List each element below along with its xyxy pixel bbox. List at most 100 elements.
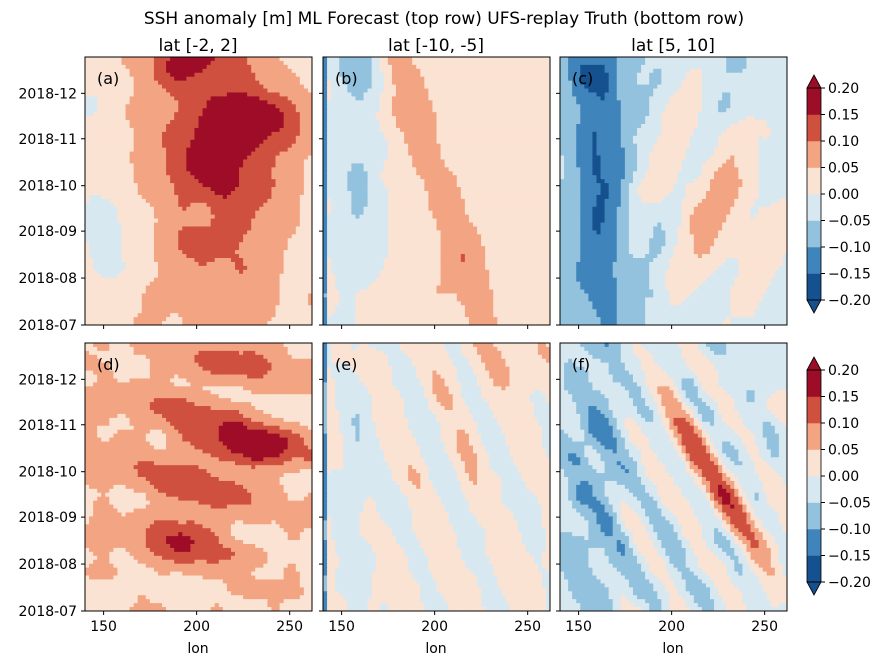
heatmap-cell [222,96,228,101]
heatmap-cell [162,80,167,86]
heatmap-cell [162,187,167,192]
heatmap-cell [186,159,191,165]
heatmap-cell [85,104,90,109]
heatmap-cell [444,104,450,109]
heatmap-cell [125,135,131,141]
heatmap-cell [157,127,163,133]
heatmap-cell [174,202,179,208]
heatmap-cell [271,194,277,200]
heatmap-cell [287,159,293,165]
heatmap-cell [117,100,123,105]
heatmap-cell [145,265,151,271]
heatmap-cell [162,281,167,287]
heatmap-cell [194,250,200,255]
heatmap-cell [162,124,167,129]
heatmap-cell [113,143,119,149]
heatmap-cell [263,120,269,125]
heatmap-cell [157,183,163,188]
heatmap-cell [343,120,348,125]
heatmap-cell [239,289,244,295]
heatmap-cell [222,297,228,302]
heatmap-cell [145,72,151,78]
heatmap-cell [271,238,277,243]
heatmap-cell [113,183,119,188]
heatmap-cell [239,76,244,82]
heatmap-cell [307,254,312,259]
heatmap-cell [210,238,216,243]
heatmap-cell [85,187,90,192]
heatmap-cell [113,297,119,302]
heatmap-cell [157,261,163,267]
heatmap-cell [279,265,285,271]
heatmap-cell [210,234,216,239]
heatmap-cell [105,76,110,82]
heatmap-cell [541,72,547,78]
heatmap-cell [481,104,486,109]
heatmap-cell [170,297,175,302]
heatmap-cell [117,57,123,62]
heatmap-cell [371,135,377,141]
heatmap-cell [166,222,171,228]
heatmap-cell [141,273,147,279]
heatmap-cell [178,120,183,125]
heatmap-cell [239,64,244,70]
heatmap-cell [178,108,183,113]
heatmap-cell [117,151,123,157]
heatmap-cell [157,222,163,228]
heatmap-cell [101,163,106,168]
heatmap-cell [153,92,159,98]
heatmap-cell [251,116,256,121]
heatmap-cell [267,104,273,109]
heatmap-cell [198,234,204,239]
heatmap-cell [121,57,127,62]
heatmap-cell [190,139,196,145]
heatmap-cell [271,167,277,172]
heatmap-cell [379,88,385,94]
heatmap-cell [263,179,269,184]
heatmap-cell [149,206,155,212]
heatmap-cell [267,218,273,224]
heatmap-cell [391,76,397,82]
heatmap-cell [129,187,135,192]
heatmap-cell [149,301,155,306]
heatmap-cell [109,301,114,306]
heatmap-cell [145,194,151,200]
heatmap-cell [174,68,179,74]
heatmap-cell [97,210,102,216]
heatmap-cell [105,305,110,310]
heatmap-cell [105,112,110,117]
heatmap-cell [247,159,252,165]
heatmap-cell [202,261,208,267]
heatmap-cell [186,317,191,322]
heatmap-cell [481,116,486,121]
heatmap-cell [263,198,269,204]
heatmap-cell [182,191,187,196]
heatmap-cell [121,293,127,299]
heatmap-cell [230,116,236,121]
heatmap-cell [210,313,216,318]
heatmap-cell [166,230,171,235]
heatmap-cell [283,124,289,129]
heatmap-cell [271,76,277,82]
heatmap-cell [93,238,98,243]
heatmap-cell [395,116,401,121]
heatmap-cell [129,194,135,200]
heatmap-cell [271,202,277,208]
heatmap-cell [267,68,273,74]
heatmap-cell [509,127,515,133]
heatmap-cell [89,242,94,247]
heatmap-cell [371,96,377,101]
heatmap-cell [162,210,167,216]
heatmap-cell [363,131,369,137]
heatmap-cell [206,321,212,325]
heatmap-cell [525,96,531,101]
heatmap-cell [226,191,232,196]
heatmap-cell [367,104,373,109]
heatmap-cell [517,68,523,74]
heatmap-cell [105,108,110,113]
heatmap-cell [481,120,486,125]
heatmap-cell [97,218,102,224]
heatmap-cell [243,179,248,184]
heatmap-cell [412,131,417,137]
heatmap-cell [89,222,94,228]
